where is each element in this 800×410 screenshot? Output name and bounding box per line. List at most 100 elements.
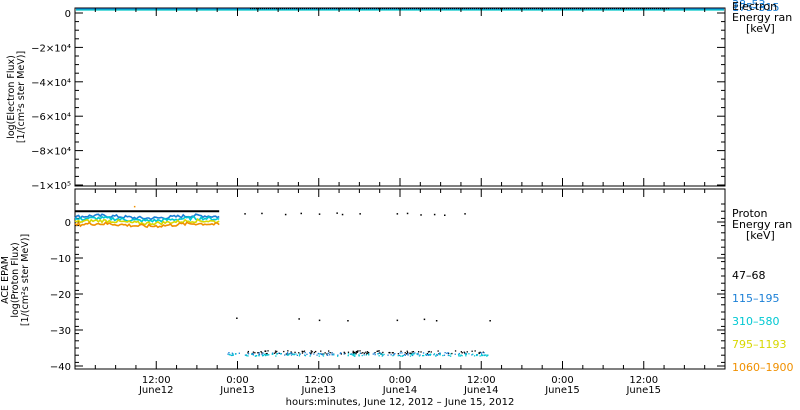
xtick-label: 12:00 xyxy=(142,375,171,386)
proton-low-data-point xyxy=(401,355,403,357)
proton-low-data-point xyxy=(296,354,298,356)
proton-low-data-point xyxy=(436,353,438,356)
proton-low-data-point xyxy=(391,352,393,354)
proton-data-point xyxy=(133,205,136,208)
proton-low-data-point xyxy=(247,353,250,355)
proton-ytick-label: 0 xyxy=(65,218,71,229)
proton-low-data-point xyxy=(322,355,325,357)
proton-low-data-point xyxy=(465,355,467,357)
proton-low-data-point xyxy=(457,353,460,356)
proton-data-point xyxy=(489,320,491,322)
proton-low-data-point xyxy=(380,352,382,354)
proton-low-data-point xyxy=(278,352,280,354)
proton-low-data-point xyxy=(354,353,356,355)
proton-data-point xyxy=(423,318,426,321)
xtick-label: June12 xyxy=(138,385,174,396)
proton-low-data-point xyxy=(262,355,264,357)
proton-low-data-point xyxy=(337,355,339,357)
proton-low-data-point xyxy=(264,353,266,355)
proton-low-data-point xyxy=(378,355,380,357)
proton-low-data-point xyxy=(481,354,483,357)
proton-low-data-point xyxy=(382,351,384,354)
proton-low-data-point xyxy=(274,350,277,352)
xtick-label: June13 xyxy=(219,385,255,396)
proton-ylabel-line: log(Proton Flux) xyxy=(10,242,21,317)
proton-low-data-point xyxy=(427,353,429,356)
proton-low-data-point xyxy=(418,355,421,357)
proton-low-data-point xyxy=(376,350,378,352)
proton-low-data-point xyxy=(397,353,399,355)
proton-low-data-point xyxy=(418,351,420,353)
proton-low-data-point xyxy=(267,354,269,356)
proton-low-data-point xyxy=(320,350,322,352)
proton-data-point xyxy=(261,212,263,215)
proton-low-data-point xyxy=(354,352,356,354)
proton-low-data-point xyxy=(448,354,450,357)
proton-low-data-point xyxy=(331,354,333,356)
proton-low-data-point xyxy=(373,352,376,354)
proton-low-data-point xyxy=(436,354,439,356)
proton-low-data-point xyxy=(487,354,489,356)
proton-low-data-point xyxy=(422,355,424,357)
xtick-label: June14 xyxy=(382,385,418,396)
proton-low-data-point xyxy=(252,351,255,353)
proton-low-data-point xyxy=(344,352,346,354)
proton-low-data-point xyxy=(390,354,392,356)
proton-low-data-point xyxy=(315,350,317,353)
proton-series-line xyxy=(74,215,220,224)
proton-low-data-point xyxy=(260,351,262,353)
proton-low-data-point xyxy=(254,352,256,354)
proton-low-data-point xyxy=(413,353,415,355)
proton-low-data-point xyxy=(451,352,453,355)
proton-low-data-point xyxy=(340,352,342,354)
proton-low-data-point xyxy=(400,355,402,357)
proton-low-data-point xyxy=(264,350,266,352)
proton-low-data-point xyxy=(252,353,254,355)
proton-data-point xyxy=(396,319,399,322)
proton-low-data-point xyxy=(258,354,260,356)
proton-low-data-point xyxy=(407,353,409,355)
xtick-label: June14 xyxy=(463,385,499,396)
proton-low-data-point xyxy=(323,353,325,355)
proton-low-data-point xyxy=(290,354,293,356)
proton-data-point xyxy=(298,318,300,320)
proton-ytick-label: −10 xyxy=(50,254,71,265)
proton-data-point xyxy=(236,317,238,319)
proton-low-data-point xyxy=(340,353,342,355)
proton-low-data-point xyxy=(326,354,328,356)
electron-legend-entry: 38–53 xyxy=(732,0,766,11)
proton-low-data-point xyxy=(423,354,425,357)
proton-low-data-point xyxy=(306,353,308,355)
proton-low-data-point xyxy=(399,352,401,354)
proton-low-data-point xyxy=(287,354,290,356)
proton-data-point xyxy=(396,213,399,215)
proton-low-data-point xyxy=(481,354,483,356)
proton-low-data-point xyxy=(406,352,408,355)
proton-legend-title: [keV] xyxy=(746,229,775,242)
proton-low-data-point xyxy=(353,353,355,355)
proton-low-data-point xyxy=(402,355,404,357)
proton-low-data-point xyxy=(437,350,439,352)
proton-low-data-point xyxy=(412,352,414,355)
proton-low-data-point xyxy=(258,355,260,357)
proton-low-data-point xyxy=(227,353,229,355)
proton-low-data-point xyxy=(428,353,430,356)
proton-low-data-point xyxy=(299,353,301,355)
proton-ytick-label: −40 xyxy=(50,362,71,373)
electron-ytick-label: 0 xyxy=(65,9,71,20)
proton-low-data-point xyxy=(473,355,476,357)
proton-low-data-point xyxy=(247,355,249,357)
proton-low-data-point xyxy=(276,350,278,353)
proton-low-data-point xyxy=(379,352,381,354)
proton-low-data-point xyxy=(476,354,479,356)
proton-data-point xyxy=(464,213,466,215)
proton-low-data-point xyxy=(333,354,335,356)
proton-low-data-point xyxy=(311,350,313,353)
proton-low-data-point xyxy=(414,352,416,354)
proton-low-data-point xyxy=(251,353,253,355)
proton-low-data-point xyxy=(479,351,481,353)
proton-low-data-point xyxy=(286,353,288,355)
proton-low-data-point xyxy=(377,350,379,352)
proton-low-data-point xyxy=(363,354,365,356)
proton-low-data-point xyxy=(443,354,446,356)
